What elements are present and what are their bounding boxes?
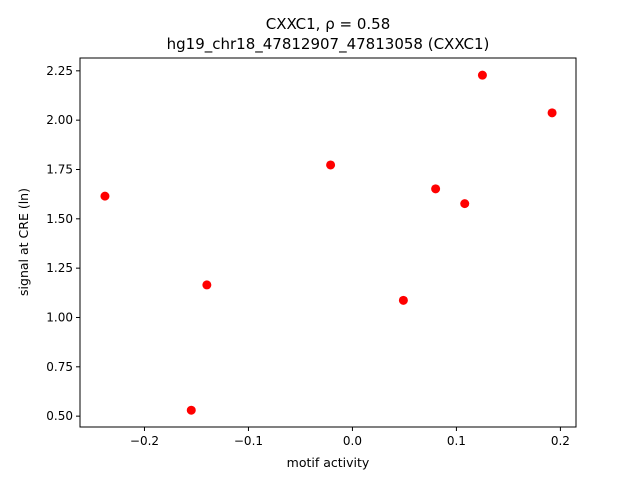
x-axis-label: motif activity (287, 455, 370, 470)
chart-title-line2: hg19_chr18_47812907_47813058 (CXXC1) (167, 35, 490, 54)
y-axis-label: signal at CRE (ln) (16, 188, 31, 296)
x-tick-label: −0.1 (234, 434, 263, 448)
data-point (547, 108, 557, 118)
x-tick-label: 0.2 (551, 434, 570, 448)
x-tick-label: 0.0 (343, 434, 362, 448)
data-point (398, 295, 408, 305)
y-tick-label: 1.25 (46, 261, 73, 275)
plot-area-frame (79, 57, 577, 428)
data-point (326, 160, 336, 170)
axis-ticks: −0.2 −0.1 0.0 0.1 0.2 0.50 0.75 1.00 1.25 1.50 1.7… (46, 64, 570, 448)
chart-title-line1: CXXC1, ρ = 0.58 (266, 15, 391, 33)
y-tick-label: 2.00 (46, 113, 73, 127)
data-point (431, 184, 441, 194)
x-tick-label: 0.1 (447, 434, 466, 448)
y-tick-label: 1.75 (46, 162, 73, 176)
y-tick-label: 2.25 (46, 64, 73, 78)
data-point (100, 191, 110, 201)
y-tick-label: 0.75 (46, 360, 73, 374)
data-points (100, 70, 557, 415)
data-point (186, 405, 196, 415)
data-point (460, 199, 470, 209)
data-point (202, 280, 212, 290)
data-point (477, 70, 487, 80)
x-tick-label: −0.2 (130, 434, 159, 448)
y-tick-label: 1.50 (46, 212, 73, 226)
y-tick-label: 1.00 (46, 310, 73, 324)
y-tick-label: 0.50 (46, 409, 73, 423)
